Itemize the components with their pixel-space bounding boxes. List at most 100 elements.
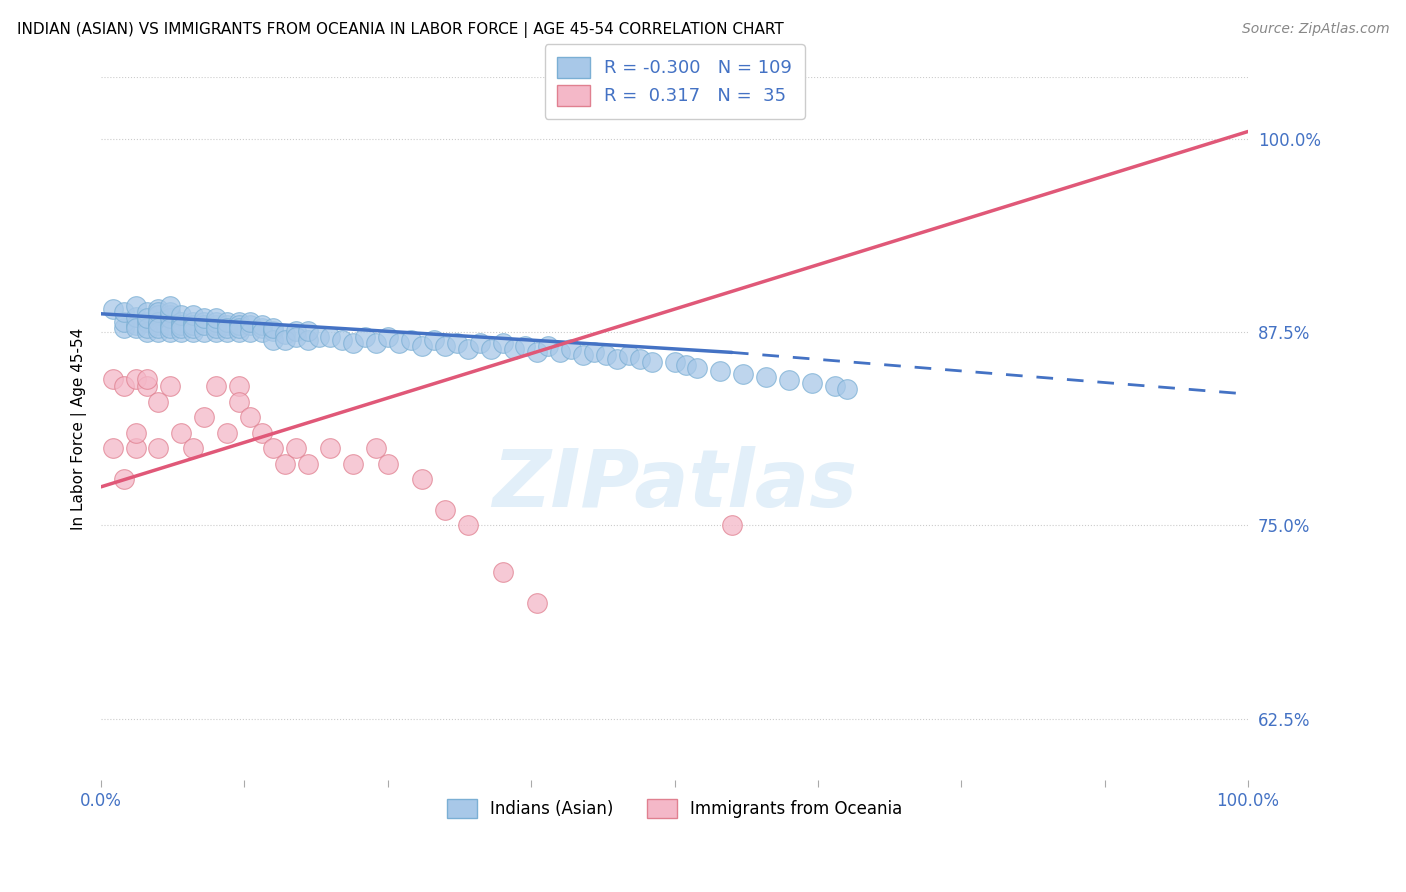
Text: ZIPatlas: ZIPatlas [492, 446, 858, 524]
Point [170, 309, 193, 323]
Text: INDIAN (ASIAN) VS IMMIGRANTS FROM OCEANIA IN LABOR FORCE | AGE 45-54 CORRELATION: INDIAN (ASIAN) VS IMMIGRANTS FROM OCEANI… [17, 22, 783, 38]
Point [628, 351, 651, 366]
Point [319, 330, 342, 344]
Point [124, 320, 146, 334]
Point [159, 305, 181, 319]
Point [250, 326, 273, 340]
Point [273, 333, 295, 347]
Point [366, 441, 388, 455]
Point [285, 330, 308, 344]
Point [170, 425, 193, 440]
Point [675, 358, 697, 372]
Point [308, 330, 330, 344]
Point [297, 324, 319, 338]
Point [835, 383, 858, 397]
Point [112, 472, 135, 486]
Point [491, 565, 513, 579]
Point [457, 343, 479, 357]
Point [686, 360, 709, 375]
Point [101, 302, 124, 317]
Point [479, 343, 502, 357]
Point [112, 305, 135, 319]
Point [124, 310, 146, 324]
Point [204, 379, 226, 393]
Point [537, 339, 560, 353]
Point [193, 311, 215, 326]
Point [721, 518, 744, 533]
Point [285, 441, 308, 455]
Point [228, 394, 250, 409]
Point [446, 336, 468, 351]
Point [388, 336, 411, 351]
Point [148, 320, 170, 334]
Point [526, 596, 548, 610]
Point [124, 299, 146, 313]
Point [136, 311, 159, 326]
Point [515, 339, 537, 353]
Point [148, 302, 170, 317]
Text: Source: ZipAtlas.com: Source: ZipAtlas.com [1241, 22, 1389, 37]
Point [217, 320, 239, 334]
Point [193, 314, 215, 328]
Point [217, 326, 239, 340]
Point [159, 320, 181, 334]
Point [112, 320, 135, 334]
Point [136, 314, 159, 328]
Point [468, 336, 491, 351]
Point [170, 318, 193, 332]
Point [181, 320, 204, 334]
Point [228, 314, 250, 328]
Point [434, 339, 457, 353]
Point [617, 349, 640, 363]
Point [112, 379, 135, 393]
Point [217, 314, 239, 328]
Point [262, 324, 284, 338]
Point [228, 379, 250, 393]
Point [181, 314, 204, 328]
Point [457, 518, 479, 533]
Point [422, 333, 444, 347]
Point [136, 326, 159, 340]
Legend: Indians (Asian), Immigrants from Oceania: Indians (Asian), Immigrants from Oceania [440, 792, 910, 825]
Point [377, 330, 399, 344]
Point [297, 457, 319, 471]
Point [330, 333, 353, 347]
Point [112, 314, 135, 328]
Point [239, 326, 262, 340]
Point [124, 372, 146, 386]
Point [193, 318, 215, 332]
Point [204, 326, 226, 340]
Point [228, 320, 250, 334]
Point [503, 343, 526, 357]
Point [181, 318, 204, 332]
Point [399, 333, 422, 347]
Point [136, 305, 159, 319]
Point [250, 425, 273, 440]
Point [148, 309, 170, 323]
Point [640, 354, 662, 368]
Point [159, 299, 181, 313]
Point [709, 364, 731, 378]
Point [262, 441, 284, 455]
Point [273, 457, 295, 471]
Point [342, 457, 364, 471]
Point [101, 372, 124, 386]
Point [664, 354, 686, 368]
Point [181, 441, 204, 455]
Point [170, 326, 193, 340]
Point [136, 320, 159, 334]
Point [377, 457, 399, 471]
Point [262, 333, 284, 347]
Point [217, 318, 239, 332]
Point [239, 314, 262, 328]
Point [583, 345, 606, 359]
Point [273, 326, 295, 341]
Point [297, 333, 319, 347]
Point [181, 309, 204, 323]
Point [755, 370, 778, 384]
Point [434, 503, 457, 517]
Point [148, 394, 170, 409]
Point [239, 318, 262, 332]
Point [204, 318, 226, 332]
Point [136, 379, 159, 393]
